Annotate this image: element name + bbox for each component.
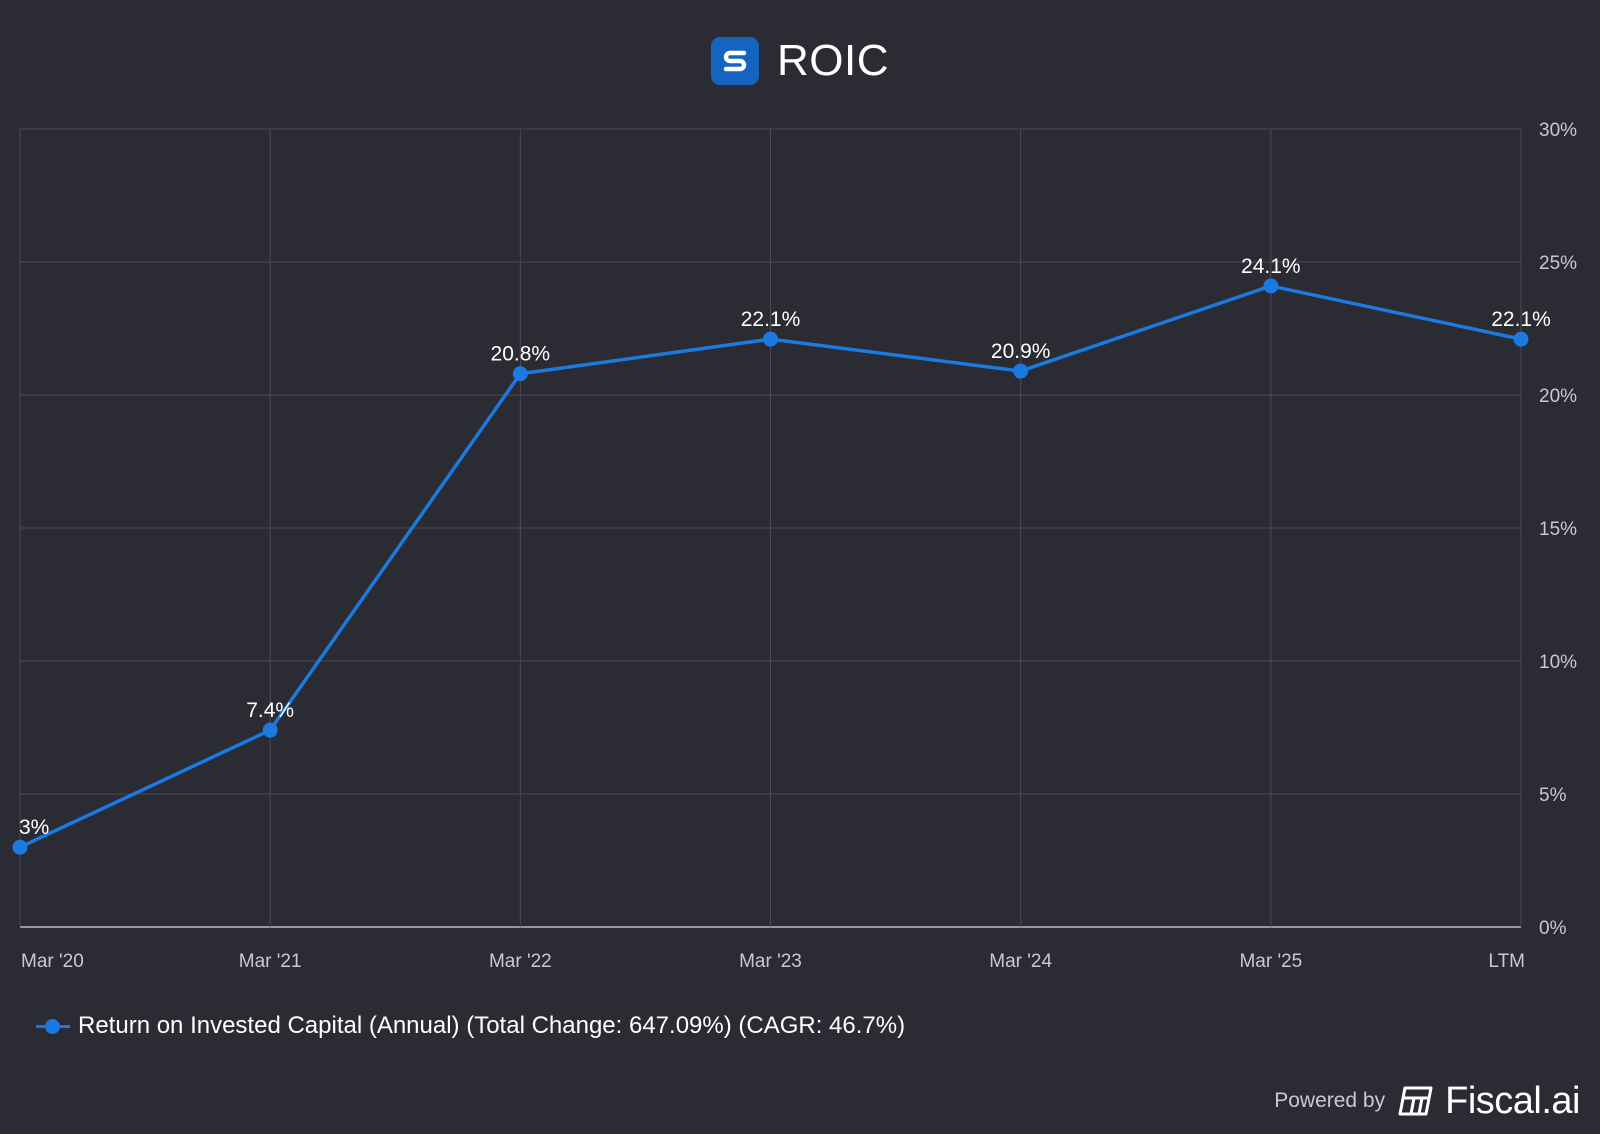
x-tick-label: Mar '20 (21, 951, 84, 972)
x-tick-label: Mar '23 (739, 951, 802, 972)
chart-legend[interactable]: Return on Invested Capital (Annual) (Tot… (36, 1008, 905, 1044)
data-label: 20.9% (991, 340, 1051, 363)
data-label: 24.1% (1241, 255, 1301, 278)
data-point (1013, 363, 1029, 379)
data-point (1263, 278, 1279, 294)
y-tick-label: 10% (1539, 652, 1577, 673)
s-logo-icon (723, 50, 747, 72)
x-tick-label: Mar '22 (489, 951, 552, 972)
roic-line-chart: 0% 5% 10% 15% 20% 25% 30% Mar '20 Mar '21 Mar '22… (12, 120, 1577, 972)
data-label: 22.1% (741, 308, 801, 331)
data-point (1513, 331, 1529, 347)
x-tick-label: Mar '25 (1239, 951, 1302, 972)
data-label: 3% (19, 816, 49, 839)
data-label: 20.8% (491, 343, 551, 366)
x-tick-label: Mar '24 (989, 951, 1052, 972)
y-tick-label: 5% (1539, 785, 1567, 806)
fiscal-brand-name: Fiscal.ai (1445, 1079, 1580, 1122)
fiscal-logo-icon (1398, 1086, 1433, 1116)
company-logo (711, 37, 759, 85)
data-label: 7.4% (246, 699, 294, 722)
y-tick-label: 20% (1539, 386, 1577, 407)
chart-header: ROIC (0, 36, 1600, 86)
y-tick-label: 25% (1539, 253, 1577, 274)
powered-by-text: Powered by (1274, 1089, 1386, 1112)
legend-series-label: Return on Invested Capital (Annual) (Tot… (78, 1012, 906, 1039)
data-point (262, 722, 278, 738)
data-point (512, 366, 528, 382)
data-point (12, 839, 28, 855)
legend-series-marker (36, 1016, 70, 1036)
y-tick-label: 15% (1539, 519, 1577, 540)
powered-by-footer: Powered by Fiscal.ai (1274, 1078, 1580, 1124)
y-tick-label: 0% (1539, 918, 1567, 939)
data-point (763, 331, 778, 347)
y-tick-label: 30% (1539, 120, 1577, 141)
x-tick-label: Mar '21 (239, 951, 302, 972)
x-tick-label: LTM (1488, 951, 1525, 972)
chart-title: ROIC (777, 36, 889, 85)
data-label: 22.1% (1491, 308, 1551, 331)
